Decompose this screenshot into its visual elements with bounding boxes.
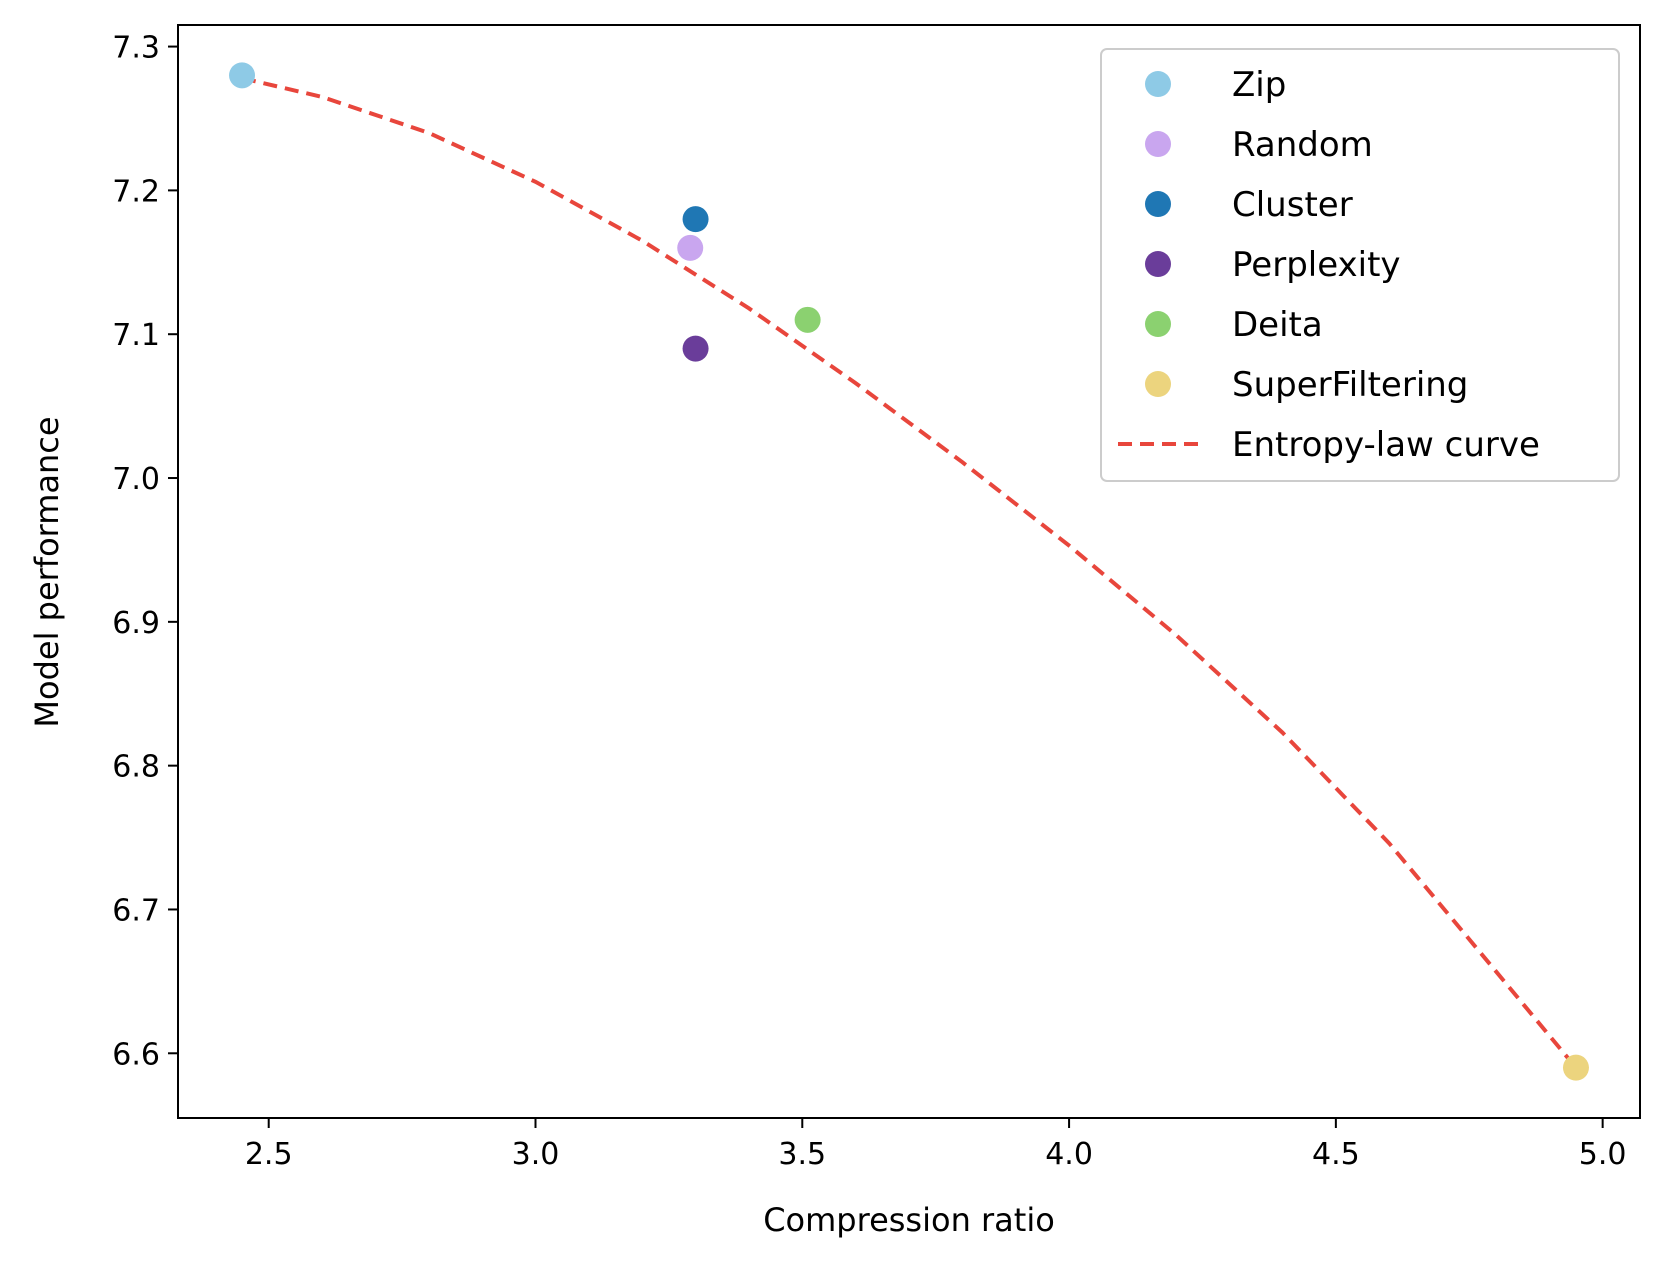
y-tick-label: 6.9	[112, 606, 160, 641]
y-tick-label: 7.3	[112, 31, 160, 66]
legend-label-deita: Deita	[1232, 305, 1323, 345]
y-tick-label: 7.0	[112, 462, 160, 497]
data-points	[229, 62, 1589, 1081]
legend-marker-random	[1145, 131, 1171, 157]
y-tick-label: 6.7	[112, 893, 160, 928]
point-cluster	[682, 206, 709, 233]
legend-label-perplexity: Perplexity	[1232, 245, 1401, 285]
y-tick-label: 6.6	[112, 1037, 160, 1072]
x-tick-label: 5.0	[1579, 1137, 1627, 1172]
point-deita	[794, 306, 821, 333]
point-perplexity	[682, 335, 709, 362]
point-random	[677, 234, 704, 261]
x-axis-ticks: 2.5 3.0 3.5 4.0 4.5 5.0	[245, 1118, 1627, 1172]
y-axis-ticks: 6.6 6.7 6.8 6.9 7.0 7.1 7.2 7.3	[112, 31, 178, 1072]
x-axis-label: Compression ratio	[763, 1201, 1055, 1239]
x-tick-label: 3.5	[778, 1137, 826, 1172]
x-tick-label: 4.5	[1312, 1137, 1360, 1172]
y-tick-label: 7.1	[112, 318, 160, 353]
y-tick-label: 7.2	[112, 174, 160, 209]
x-tick-label: 4.0	[1045, 1137, 1093, 1172]
legend-marker-cluster	[1145, 191, 1171, 217]
x-tick-label: 3.0	[512, 1137, 560, 1172]
y-axis-label: Model performance	[28, 416, 66, 727]
legend-label-zip: Zip	[1232, 65, 1286, 105]
y-tick-label: 6.8	[112, 750, 160, 785]
x-tick-label: 2.5	[245, 1137, 293, 1172]
legend-marker-superfiltering	[1145, 371, 1171, 397]
entropy-law-curve	[241, 76, 1578, 1069]
legend-label-superfiltering: SuperFiltering	[1232, 365, 1468, 405]
legend-marker-deita	[1145, 311, 1171, 337]
legend-marker-zip	[1145, 71, 1171, 97]
legend-marker-perplexity	[1145, 251, 1171, 277]
legend-label-random: Random	[1232, 125, 1373, 165]
legend: Zip Random Cluster Perplexity Deita SuperFilt…	[1100, 48, 1620, 482]
legend-label-cluster: Cluster	[1232, 185, 1353, 225]
point-zip	[229, 62, 256, 89]
legend-label-curve: Entropy-law curve	[1232, 425, 1540, 465]
legend-box	[1100, 48, 1620, 482]
point-superfiltering	[1562, 1054, 1589, 1081]
